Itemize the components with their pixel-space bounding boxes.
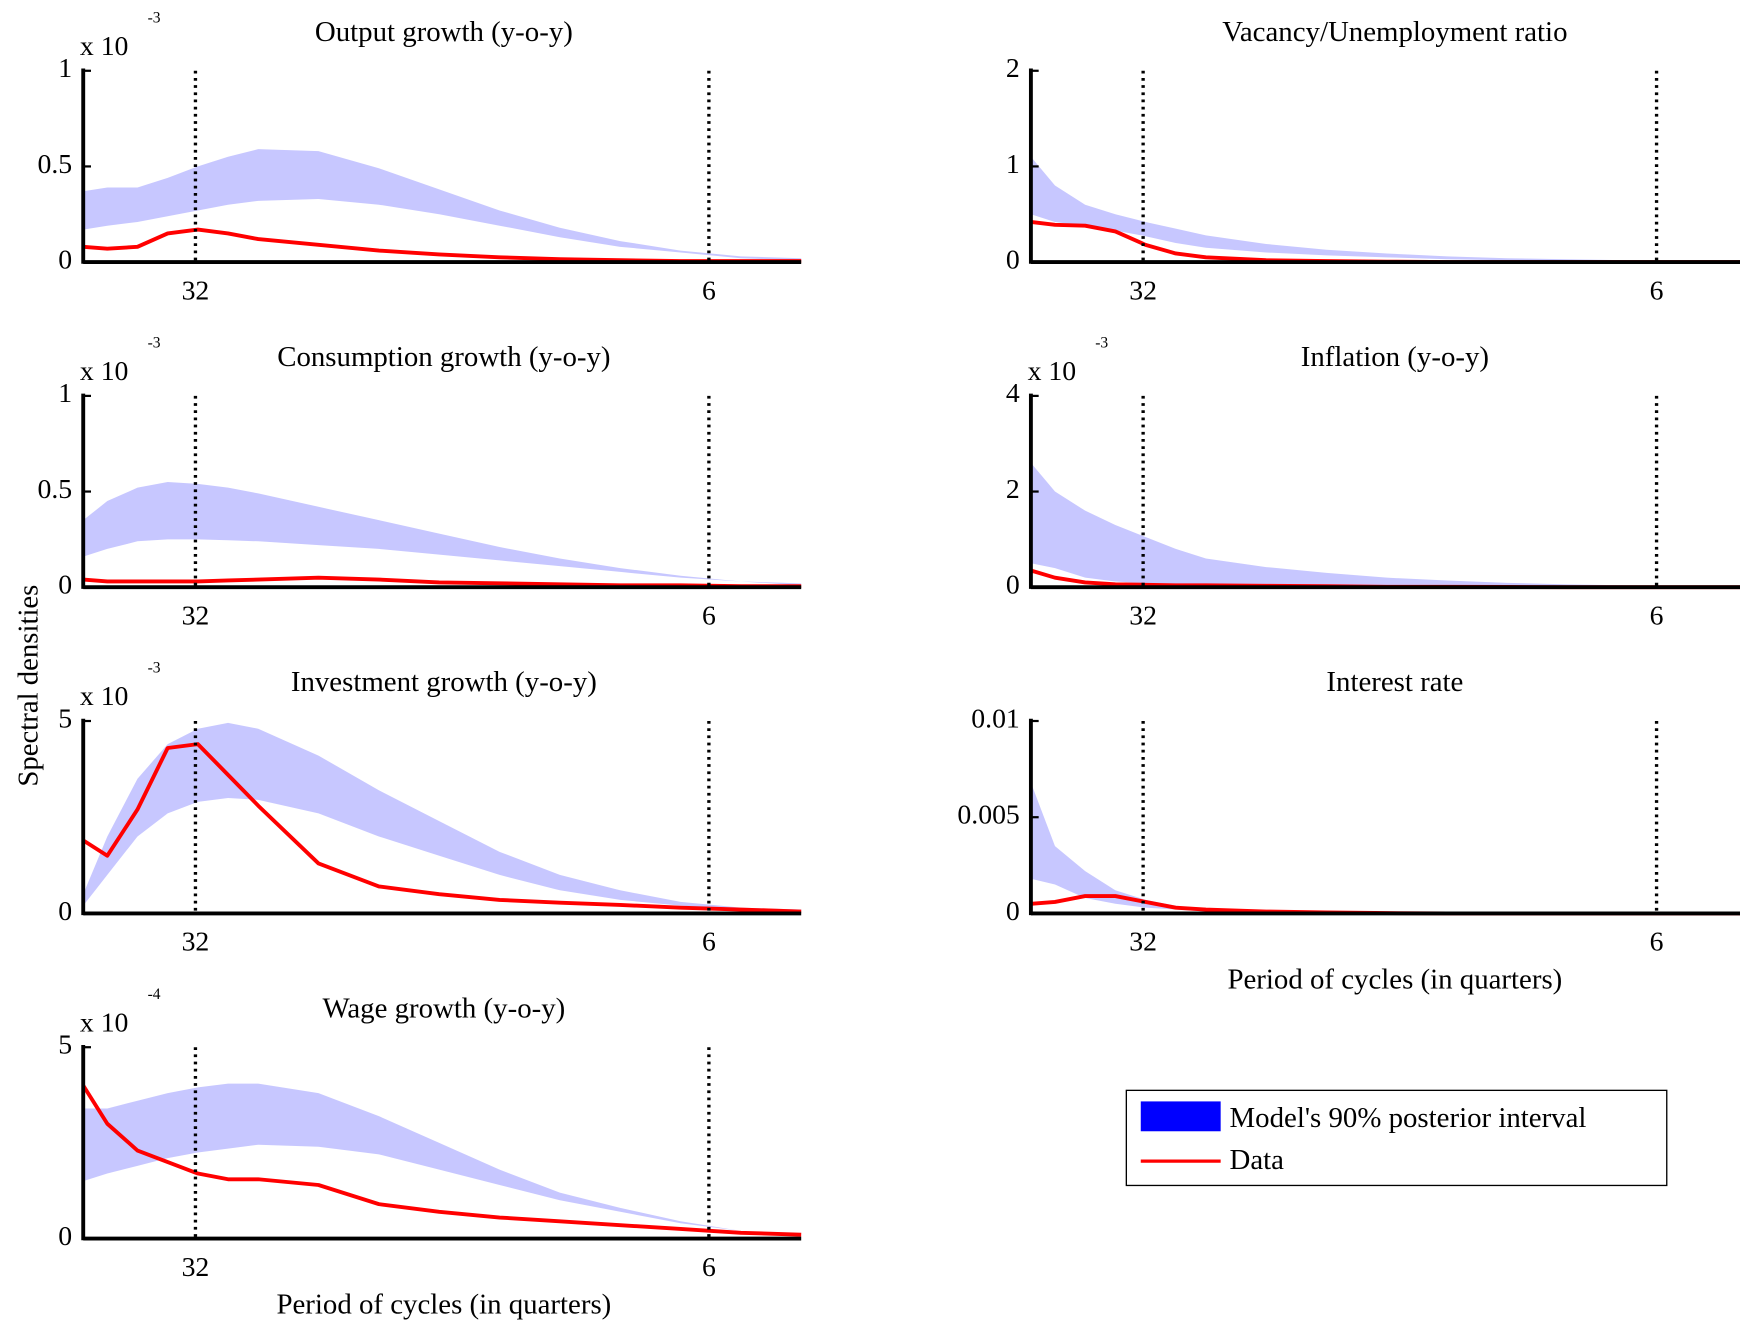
chart-title: Inflation (y-o-y) [1301,341,1489,373]
chart-title: Wage growth (y-o-y) [322,992,565,1024]
data-line [83,227,802,264]
x-tick-label: 6 [702,274,716,305]
x-axis-label: Period of cycles (in quarters) [276,1289,611,1321]
data-line [83,575,802,589]
scale-prefix: x 10 [80,1006,129,1037]
scale-power: -3 [148,9,161,26]
y-tick-label: 1 [58,52,72,83]
y-tick-label: 0 [58,1220,72,1251]
y-tick-label: 2 [1006,52,1020,83]
y-tick-label: 1 [1006,148,1020,179]
x-tick-label: 32 [182,274,210,305]
y-tick-label: 1 [58,377,72,408]
x-tick-label: 32 [1129,274,1157,305]
y-tick-label: 0.5 [37,473,72,504]
posterior-band [83,482,802,586]
y-tick-label: 0 [58,895,72,926]
y-tick-label: 0 [1006,569,1020,600]
scale-power: -3 [148,660,161,677]
scale-prefix: x 10 [1028,355,1077,386]
x-tick-label: 6 [702,1251,716,1282]
chart-title: Interest rate [1326,666,1463,698]
y-tick-label: 0.01 [971,702,1020,733]
scale-power: -3 [1095,334,1108,351]
scale-power: -4 [148,986,161,1003]
x-tick-label: 32 [182,600,210,631]
y-tick-label: 0.5 [37,148,72,179]
x-tick-label: 32 [182,926,210,957]
y-tick-label: 0 [58,569,72,600]
x-tick-label: 32 [1129,926,1157,957]
posterior-band [83,722,802,912]
chart-title: Vacancy/Unemployment ratio [1222,16,1567,48]
scale-power: -3 [148,334,161,351]
x-tick-label: 32 [182,1251,210,1282]
y-axis-label: Spectral densities [13,585,45,787]
chart-title: Consumption growth (y-o-y) [277,341,610,373]
posterior-band [1030,782,1740,914]
y-tick-label: 5 [58,1029,72,1060]
chart-title: Output growth (y-o-y) [315,16,573,48]
x-tick-label: 6 [1650,600,1664,631]
posterior-band [83,1083,802,1235]
data-line [81,1084,802,1237]
y-tick-label: 0.005 [957,799,1019,830]
x-tick-label: 6 [702,600,716,631]
x-tick-label: 6 [702,926,716,957]
legend-label: Data [1230,1144,1285,1176]
scale-prefix: x 10 [80,30,129,61]
legend-label: Model's 90% posterior interval [1230,1102,1587,1134]
legend-swatch [1140,1101,1221,1132]
scale-prefix: x 10 [80,355,129,386]
chart-title: Investment growth (y-o-y) [291,666,597,698]
data-line [82,742,802,914]
y-tick-label: 4 [1006,377,1020,408]
posterior-band [83,149,802,261]
y-tick-label: 0 [1006,243,1020,274]
y-tick-label: 0 [58,243,72,274]
y-tick-label: 2 [1006,473,1020,504]
x-tick-label: 6 [1650,926,1664,957]
posterior-band [1030,462,1740,588]
x-tick-label: 6 [1650,274,1664,305]
y-tick-label: 5 [58,702,72,733]
posterior-band [1030,156,1740,262]
scale-prefix: x 10 [80,680,129,711]
y-tick-label: 0 [1006,895,1020,926]
x-tick-label: 32 [1129,600,1157,631]
x-axis-label: Period of cycles (in quarters) [1227,964,1562,996]
